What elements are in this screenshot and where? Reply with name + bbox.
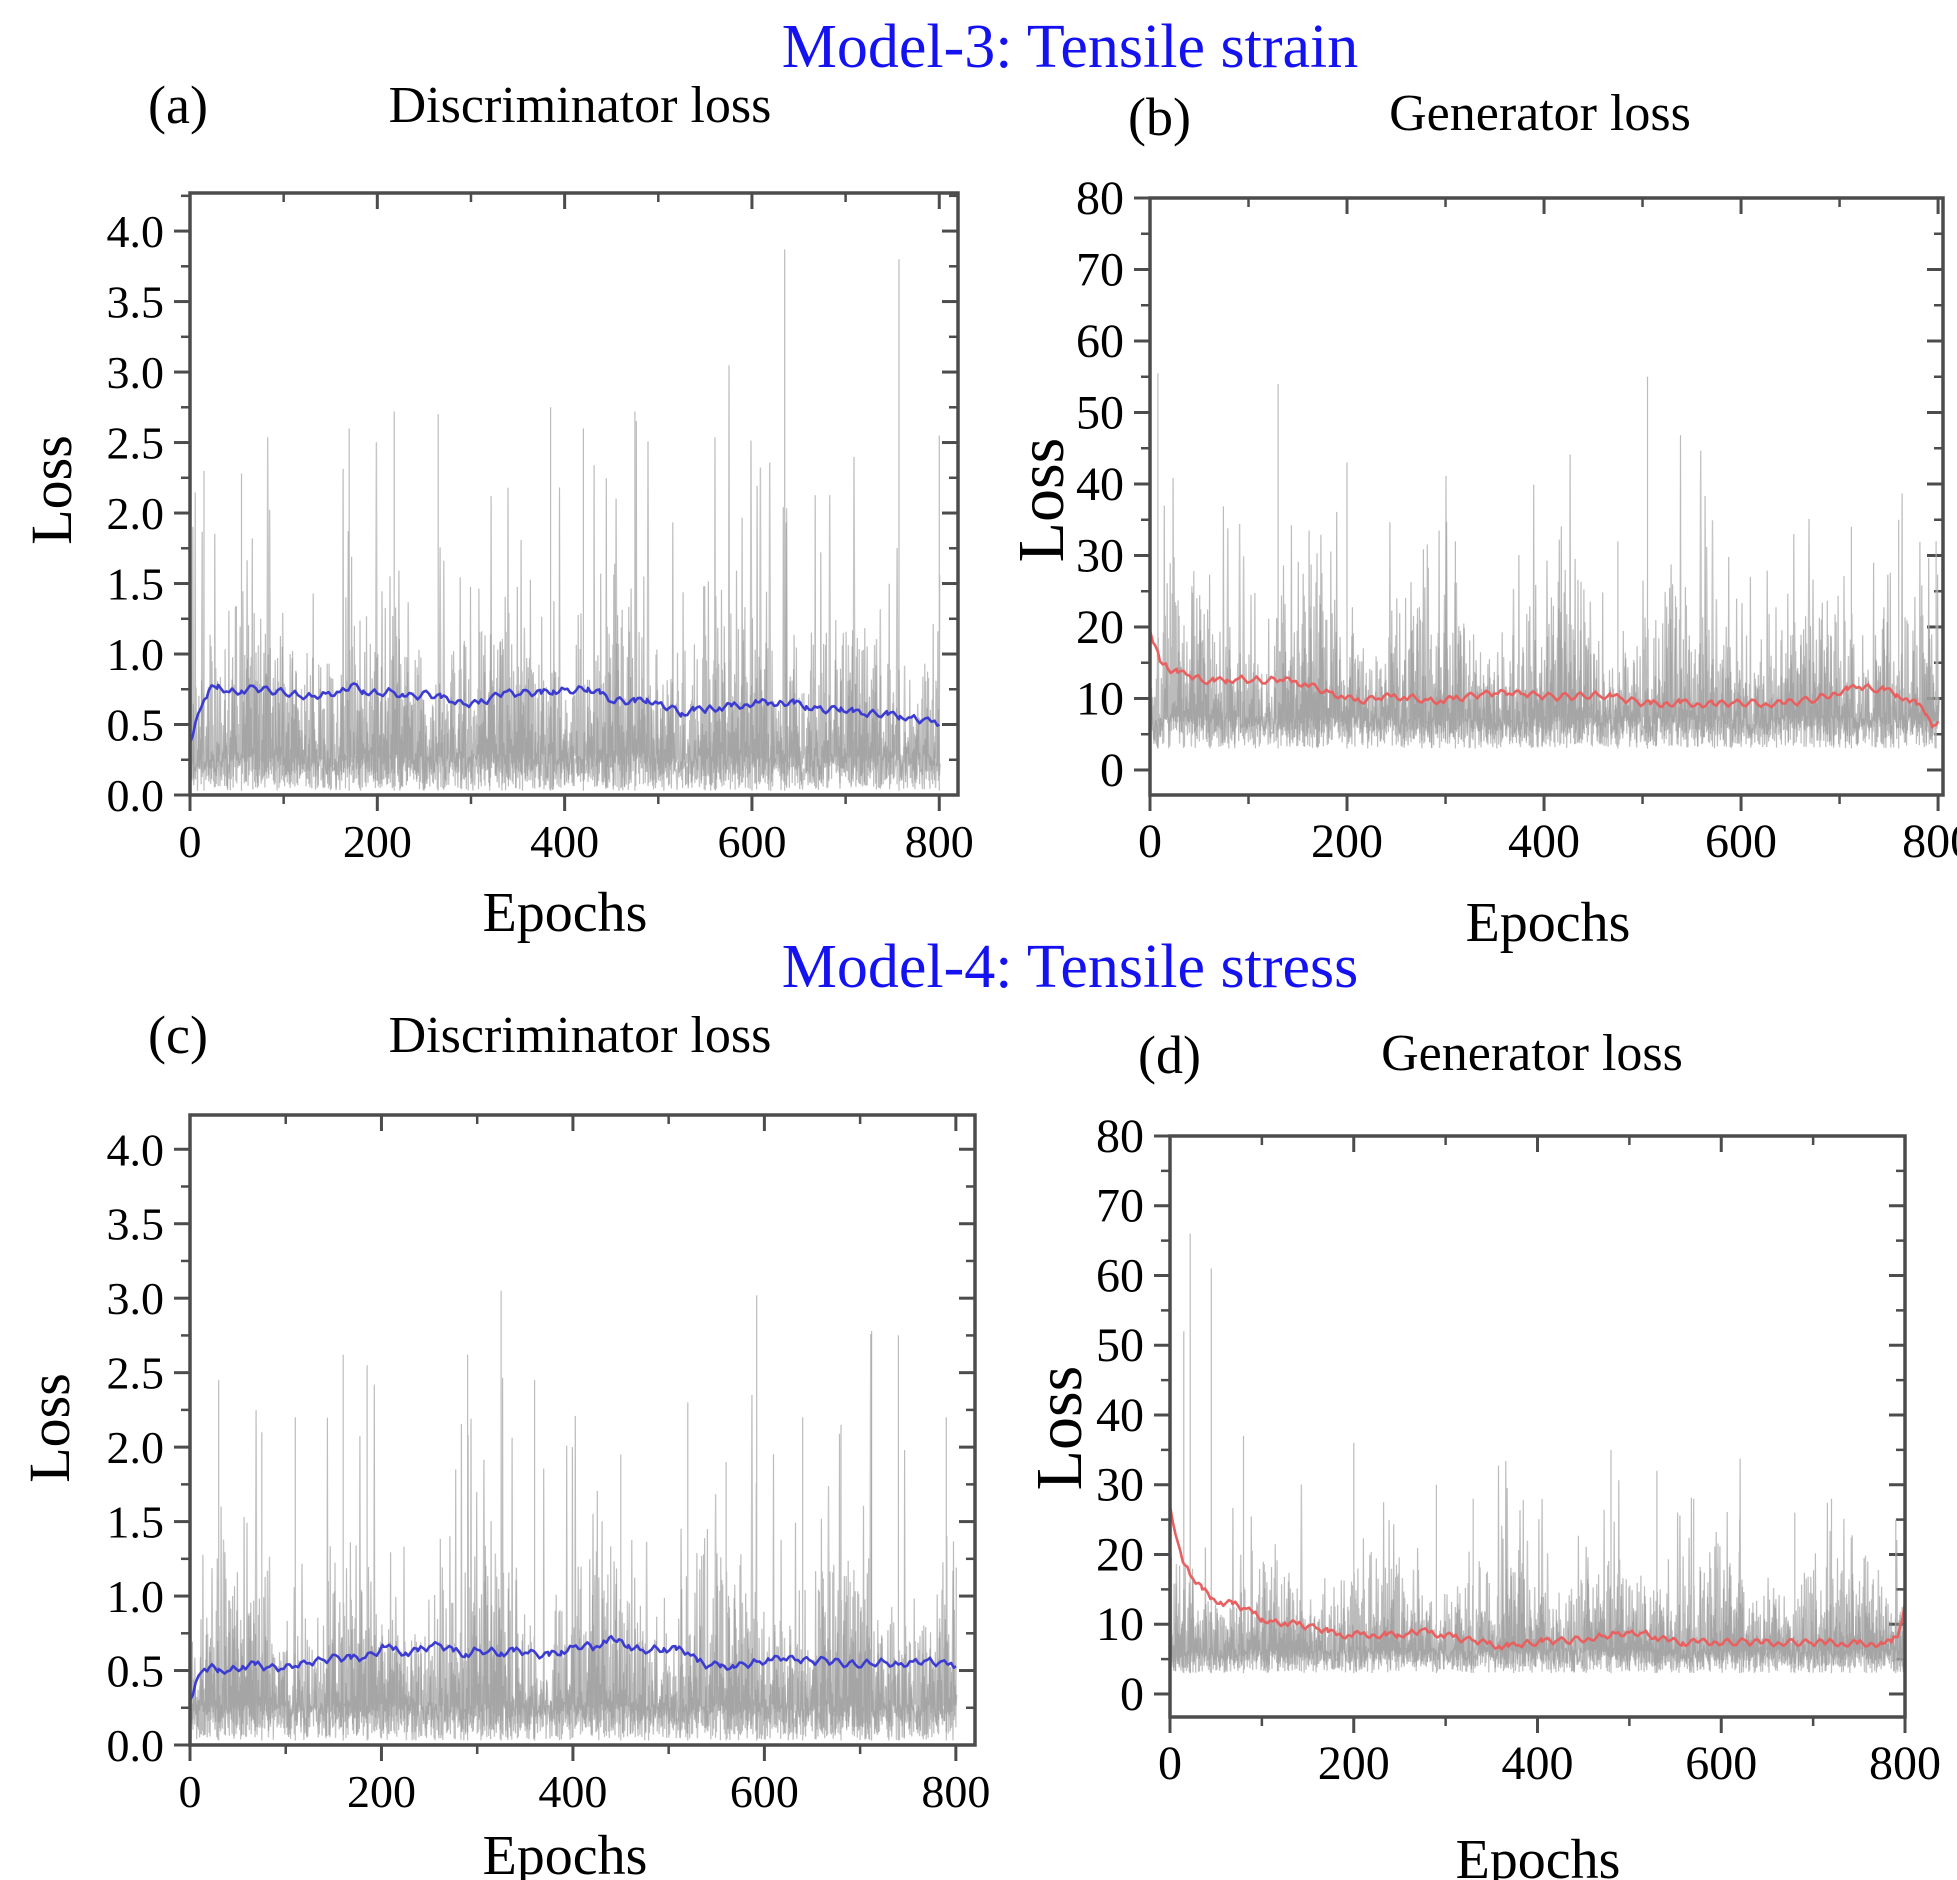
panel-a-x-axis-label: Epochs: [482, 882, 648, 944]
row2-title: Model-4: Tensile stress: [781, 933, 1359, 1001]
panel-b-title: Generator loss: [1389, 85, 1691, 142]
svg-text:10: 10: [1076, 672, 1124, 725]
svg-text:600: 600: [717, 816, 786, 867]
raw-loss-trace: [1169, 1233, 1906, 1674]
panel-c-x-axis-label: Epochs: [482, 1825, 648, 1880]
svg-text:4.0: 4.0: [107, 1124, 165, 1175]
svg-text:1.5: 1.5: [107, 559, 165, 610]
panel-c-tick-labels: 0.0 0.5 1.0 1.5 2.0 2.5 3.0 3.5 4.0 0 200 400 600 800: [107, 1124, 991, 1817]
svg-text:20: 20: [1096, 1528, 1144, 1581]
svg-text:0: 0: [1100, 744, 1124, 797]
smoothed-loss-line: [188, 1635, 957, 1701]
svg-text:400: 400: [1508, 815, 1580, 868]
panel-d-frame: [1168, 1134, 1907, 1719]
svg-text:0: 0: [179, 816, 202, 867]
svg-text:200: 200: [1318, 1737, 1390, 1790]
svg-text:50: 50: [1096, 1319, 1144, 1372]
svg-text:0.5: 0.5: [107, 1646, 165, 1697]
svg-text:3.5: 3.5: [107, 1199, 165, 1250]
panel-b-label: (b): [1128, 87, 1191, 147]
raw-loss-trace: [1149, 450, 1940, 749]
svg-text:600: 600: [730, 1766, 799, 1817]
smoothed-loss-line: [188, 682, 940, 744]
panel-c-frame: [188, 1113, 977, 1747]
svg-text:3.5: 3.5: [107, 277, 165, 328]
svg-text:20: 20: [1076, 601, 1124, 654]
raw-loss-trace: [189, 437, 941, 791]
svg-text:3.0: 3.0: [107, 1273, 165, 1324]
svg-text:40: 40: [1076, 458, 1124, 511]
svg-text:0: 0: [1138, 815, 1162, 868]
svg-text:2.5: 2.5: [107, 418, 165, 469]
svg-text:50: 50: [1076, 386, 1124, 439]
panel-a-label: (a): [148, 75, 208, 135]
panel-c-plot: 0.0 0.5 1.0 1.5 2.0 2.5 3.0 3.5 4.0 0 200 400 600 800: [107, 1113, 991, 1817]
svg-text:400: 400: [1502, 1737, 1574, 1790]
smoothed-loss-line: [1168, 1505, 1907, 1651]
svg-text:600: 600: [1705, 815, 1777, 868]
svg-text:3.0: 3.0: [107, 347, 165, 398]
svg-text:800: 800: [1902, 815, 1957, 868]
svg-text:30: 30: [1076, 529, 1124, 582]
panel-d-title: Generator loss: [1381, 1025, 1683, 1082]
panel-c-label: (c): [148, 1005, 208, 1065]
svg-text:0.5: 0.5: [107, 700, 165, 751]
raw-loss-trace: [189, 1334, 958, 1741]
panel-c-y-axis-label: Loss: [17, 1373, 82, 1483]
panel-d-y-axis-label: Loss: [1023, 1365, 1096, 1491]
svg-text:1.5: 1.5: [107, 1497, 165, 1548]
panel-a-plot: 0.0 0.5 1.0 1.5 2.0 2.5 3.0 3.5 4.0 0 200 400 600 800: [107, 191, 974, 867]
panel-a-frame: [188, 191, 960, 797]
svg-text:0: 0: [179, 1766, 202, 1817]
svg-text:1.0: 1.0: [107, 1571, 165, 1622]
panel-a-y-axis-label: Loss: [19, 435, 84, 545]
svg-text:400: 400: [538, 1766, 607, 1817]
svg-text:800: 800: [921, 1766, 990, 1817]
svg-text:200: 200: [347, 1766, 416, 1817]
svg-text:60: 60: [1096, 1249, 1144, 1302]
svg-text:70: 70: [1096, 1180, 1144, 1233]
svg-text:40: 40: [1096, 1389, 1144, 1442]
svg-text:70: 70: [1076, 243, 1124, 296]
panel-d-x-axis-label: Epochs: [1455, 1829, 1621, 1880]
panel-b-x-axis-label: Epochs: [1465, 892, 1631, 954]
svg-text:80: 80: [1096, 1110, 1144, 1163]
svg-text:200: 200: [1311, 815, 1383, 868]
panel-b-frame: [1148, 196, 1945, 797]
panel-a-tick-labels: 0.0 0.5 1.0 1.5 2.0 2.5 3.0 3.5 4.0 0 200 400 600 800: [107, 206, 974, 867]
svg-text:0.0: 0.0: [107, 770, 165, 821]
svg-text:800: 800: [905, 816, 974, 867]
svg-text:30: 30: [1096, 1459, 1144, 1512]
panel-a-title: Discriminator loss: [388, 77, 772, 134]
svg-text:0: 0: [1158, 1737, 1182, 1790]
svg-text:600: 600: [1685, 1737, 1757, 1790]
svg-text:4.0: 4.0: [107, 206, 165, 257]
svg-text:400: 400: [530, 816, 599, 867]
svg-text:2.0: 2.0: [107, 488, 165, 539]
svg-text:1.0: 1.0: [107, 629, 165, 680]
row1-title: Model-3: Tensile strain: [781, 13, 1359, 81]
smoothed-loss-line: [1148, 630, 1940, 729]
svg-text:0: 0: [1120, 1668, 1144, 1721]
svg-text:800: 800: [1869, 1737, 1941, 1790]
svg-text:80: 80: [1076, 172, 1124, 225]
panel-d-label: (d): [1138, 1025, 1201, 1085]
svg-text:60: 60: [1076, 315, 1124, 368]
panel-b-y-axis-label: Loss: [1005, 437, 1078, 563]
panel-c-title: Discriminator loss: [388, 1007, 772, 1064]
svg-text:0.0: 0.0: [107, 1720, 165, 1771]
svg-text:10: 10: [1096, 1598, 1144, 1651]
svg-text:2.0: 2.0: [107, 1422, 165, 1473]
svg-text:200: 200: [343, 816, 412, 867]
svg-text:2.5: 2.5: [107, 1348, 165, 1399]
